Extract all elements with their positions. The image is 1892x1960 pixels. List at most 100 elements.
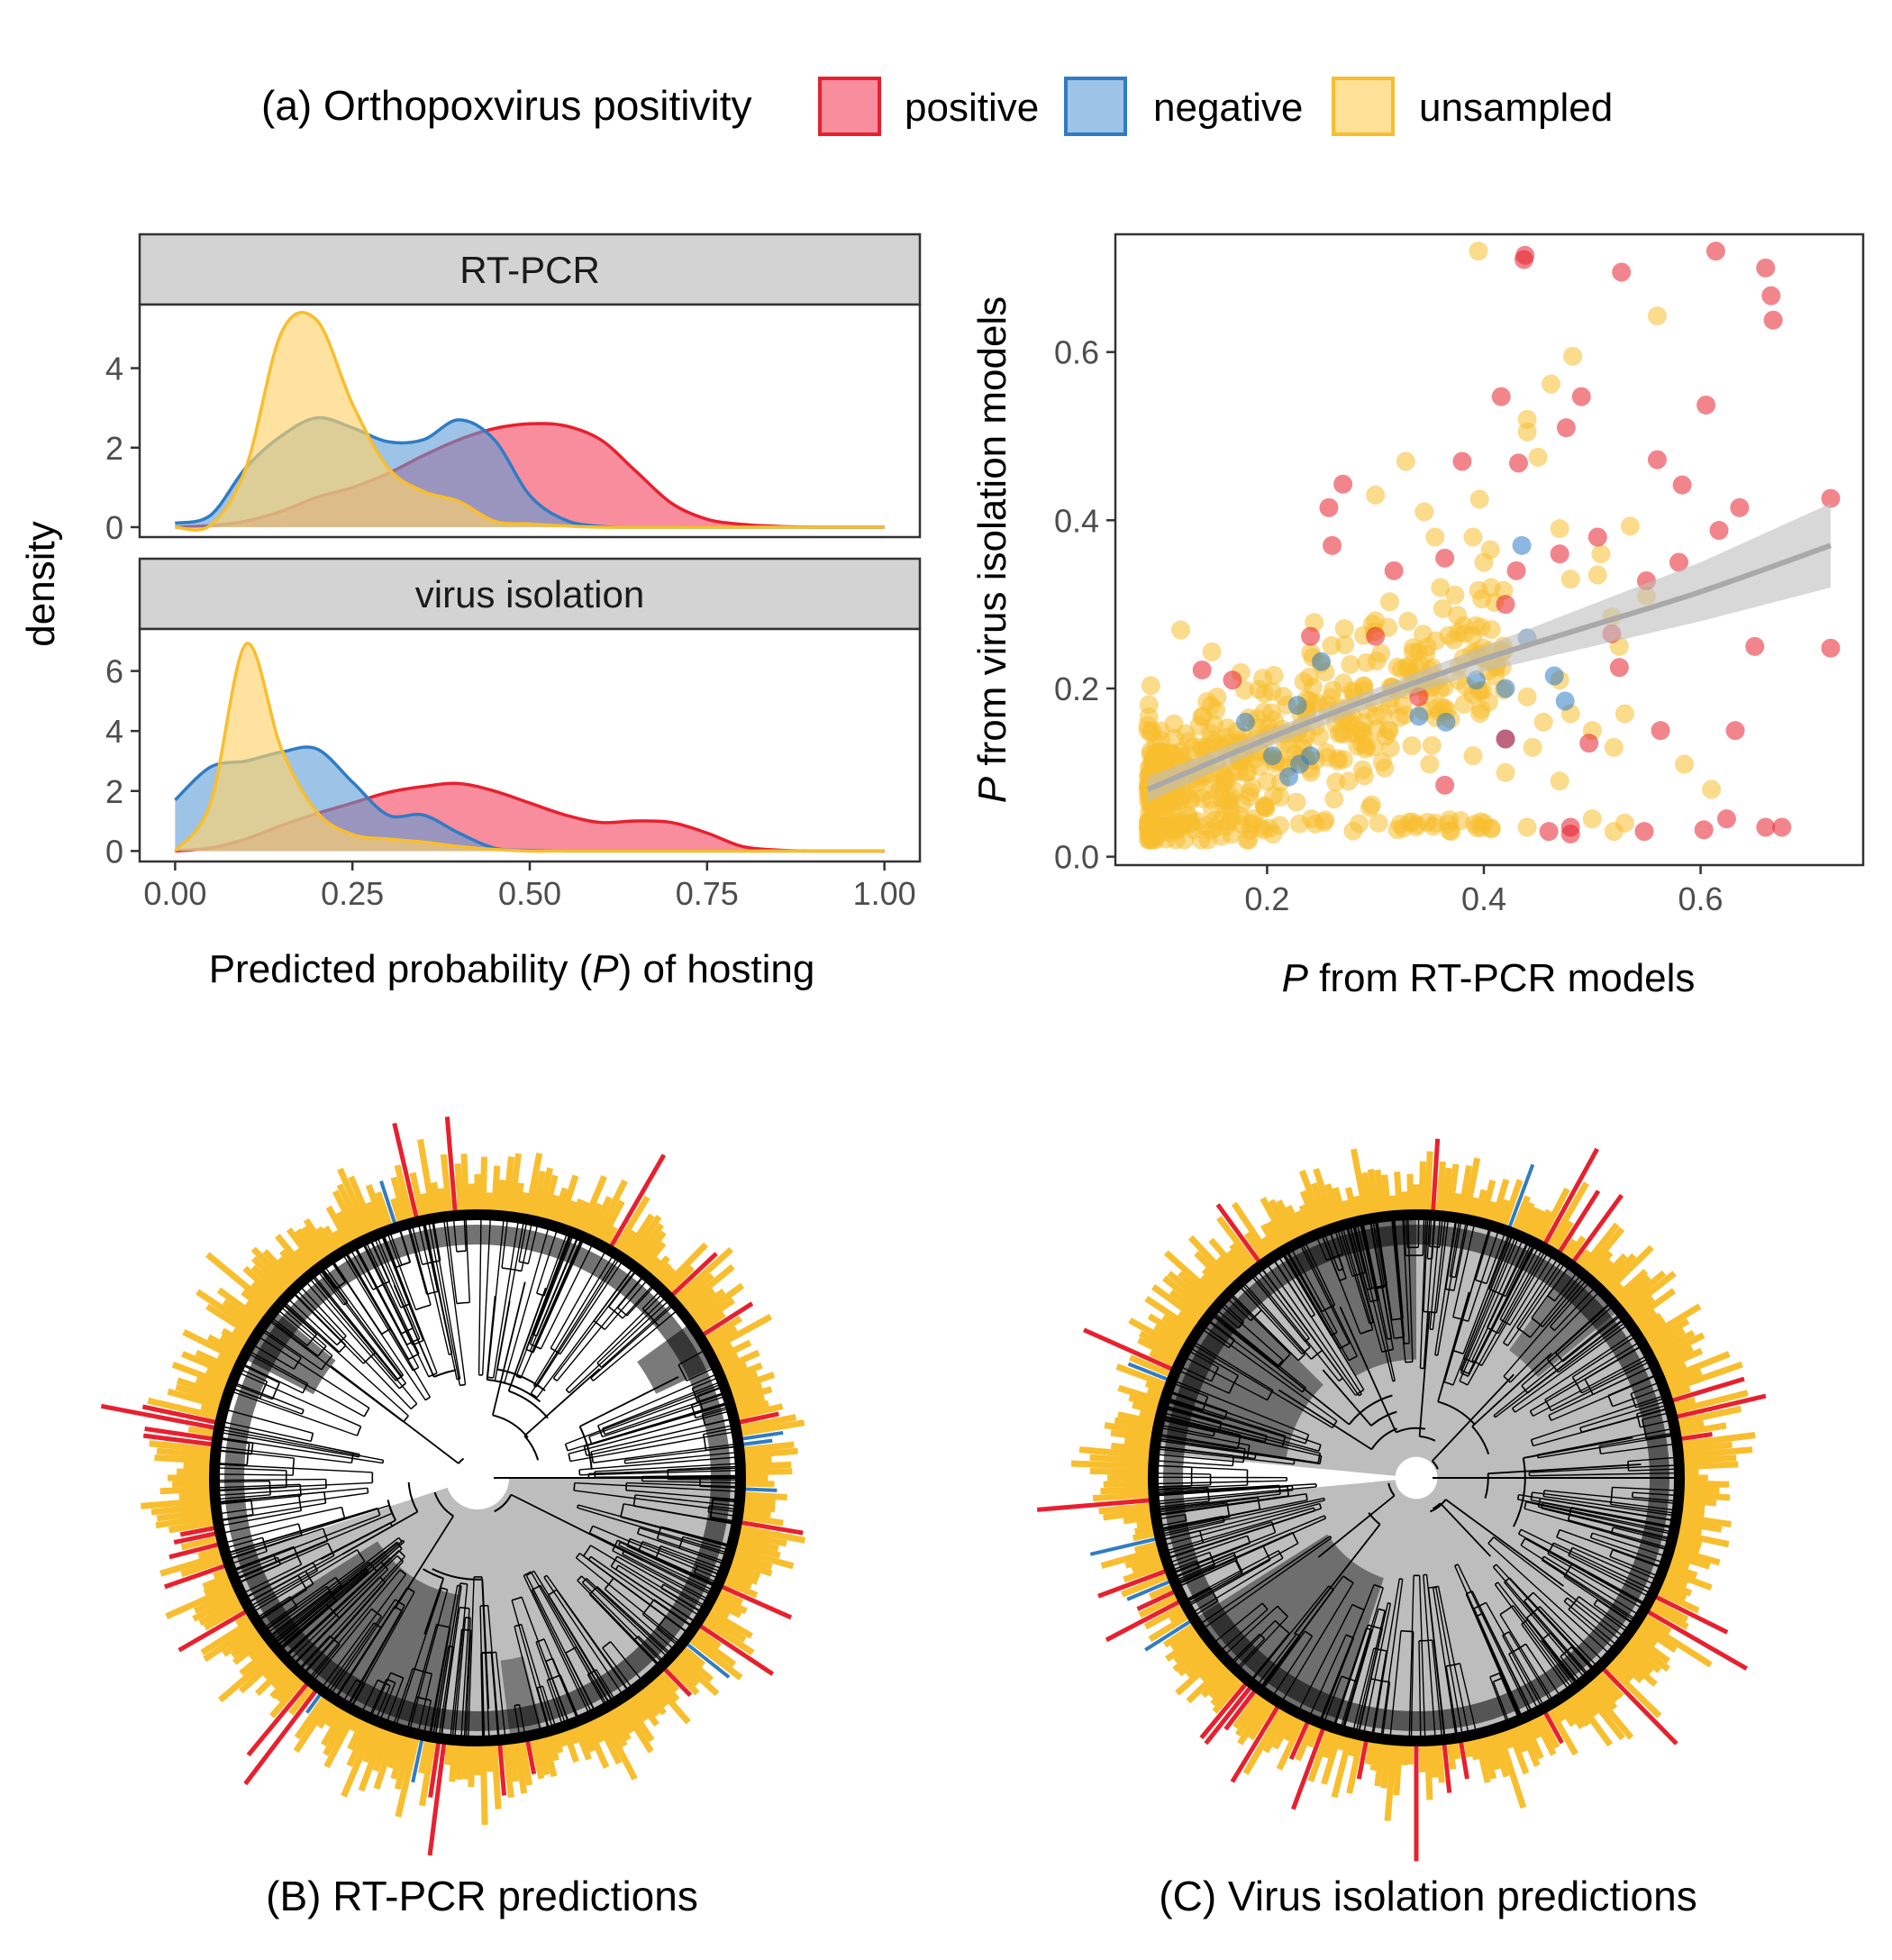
branch-arc xyxy=(581,1577,587,1583)
prediction-bar xyxy=(710,1342,733,1358)
prediction-bar xyxy=(1223,1687,1259,1731)
prediction-bar xyxy=(390,1198,405,1226)
prediction-bar xyxy=(1560,1696,1585,1729)
prediction-bar xyxy=(652,1262,672,1283)
branch-arc xyxy=(1446,1663,1460,1667)
prediction-bar xyxy=(735,1529,787,1547)
point-unsampled xyxy=(1171,620,1191,640)
prediction-bar xyxy=(1350,1148,1370,1218)
branch-arc xyxy=(1499,1318,1511,1326)
branch-arc xyxy=(1418,1639,1433,1642)
point-positive xyxy=(1550,544,1569,564)
branch xyxy=(496,1300,511,1370)
branch-arc xyxy=(523,1435,540,1461)
prediction-bar xyxy=(1611,1268,1649,1303)
point-unsampled xyxy=(1517,687,1537,707)
prediction-bar xyxy=(741,1447,798,1459)
prediction-bar xyxy=(561,1199,578,1229)
prediction-bar xyxy=(1216,1216,1260,1269)
prediction-bar xyxy=(1306,1723,1323,1748)
prediction-bar xyxy=(1591,1259,1614,1283)
prediction-bar xyxy=(196,1289,259,1335)
prediction-bar xyxy=(1641,1303,1702,1344)
point-unsampled xyxy=(1550,771,1569,791)
point-unsampled xyxy=(1563,346,1583,366)
prediction-bar xyxy=(171,1362,231,1389)
prediction-bar xyxy=(337,1167,373,1237)
point-positive xyxy=(1706,242,1725,261)
density-area-unsampled xyxy=(175,643,885,852)
prediction-bar xyxy=(1678,1508,1705,1518)
prediction-bar xyxy=(643,1680,669,1709)
prediction-bar xyxy=(1037,1498,1153,1512)
prediction-bar xyxy=(1677,1518,1723,1533)
point-unsampled xyxy=(1591,544,1611,564)
prediction-bar xyxy=(262,1656,287,1681)
prediction-bar xyxy=(1185,1648,1218,1678)
y-tick-label: 0.2 xyxy=(1054,670,1099,707)
point-unsampled xyxy=(1414,624,1433,644)
prediction-bar xyxy=(687,1288,726,1321)
legend-label-positive: positive xyxy=(905,86,1039,130)
branch-arc xyxy=(408,1353,420,1361)
prediction-bar xyxy=(705,1607,753,1639)
branch-arc xyxy=(459,1582,468,1585)
prediction-bar xyxy=(1092,1491,1152,1502)
branch xyxy=(330,1365,459,1464)
point-unsampled xyxy=(1378,720,1398,740)
point-unsampled xyxy=(1403,812,1423,832)
point-positive xyxy=(1651,721,1670,741)
prediction-bar xyxy=(485,1742,494,1773)
prediction-bar xyxy=(250,1281,279,1308)
branch-arc xyxy=(1484,1473,1489,1499)
branch-arc xyxy=(1492,1563,1497,1568)
prediction-bar xyxy=(379,1181,398,1227)
prediction-bar xyxy=(1663,1369,1703,1389)
prediction-bar xyxy=(1393,1742,1404,1796)
point-unsampled xyxy=(1180,789,1200,808)
y-tick-label: 4 xyxy=(105,713,123,750)
point-negative xyxy=(1278,767,1298,787)
branch-arc xyxy=(1387,1482,1396,1497)
prediction-bar xyxy=(348,1175,378,1235)
prediction-bar xyxy=(427,1740,447,1856)
prediction-bar xyxy=(100,1403,218,1431)
branch-arc xyxy=(514,1703,520,1707)
prediction-bar xyxy=(739,1513,784,1527)
prediction-bar xyxy=(1587,1250,1614,1280)
y-tick-label: 4 xyxy=(105,351,123,387)
point-unsampled xyxy=(1366,485,1386,505)
point-negative xyxy=(1555,691,1575,711)
point-positive xyxy=(1756,258,1776,278)
prediction-bar xyxy=(1149,1349,1178,1368)
branch xyxy=(1445,1499,1564,1587)
prediction-bar xyxy=(1542,1709,1564,1745)
point-unsampled xyxy=(1523,737,1542,757)
prediction-bar xyxy=(1276,1199,1302,1243)
point-unsampled xyxy=(1404,643,1424,662)
prediction-bar xyxy=(1175,1653,1222,1696)
prediction-bar xyxy=(1298,1204,1317,1235)
branch-arc xyxy=(423,1568,444,1580)
prediction-bar xyxy=(1569,1690,1614,1747)
prediction-bar xyxy=(672,1246,733,1303)
branch-arc xyxy=(301,1409,305,1415)
prediction-bar xyxy=(550,1730,564,1754)
prediction-bar xyxy=(1089,1454,1152,1465)
branch-arc xyxy=(292,1458,296,1476)
point-unsampled xyxy=(1528,447,1548,467)
prediction-bar xyxy=(739,1430,784,1442)
prediction-bar xyxy=(173,1530,219,1545)
branch xyxy=(394,1515,454,1610)
branch xyxy=(486,1296,496,1381)
prediction-bar xyxy=(1276,1716,1306,1771)
prediction-bar xyxy=(1194,1251,1233,1291)
point-positive xyxy=(1515,245,1535,265)
prediction-bar xyxy=(206,1334,245,1358)
tip-ring-inner xyxy=(224,1225,731,1731)
prediction-bar xyxy=(1126,1579,1173,1601)
prediction-bar xyxy=(1673,1393,1767,1420)
branch xyxy=(1432,1373,1515,1462)
prediction-bar xyxy=(1144,1618,1194,1652)
scatter-axes: 0.2 0.4 0.6 0.0 0.2 0.4 0.6 xyxy=(1054,334,1724,917)
